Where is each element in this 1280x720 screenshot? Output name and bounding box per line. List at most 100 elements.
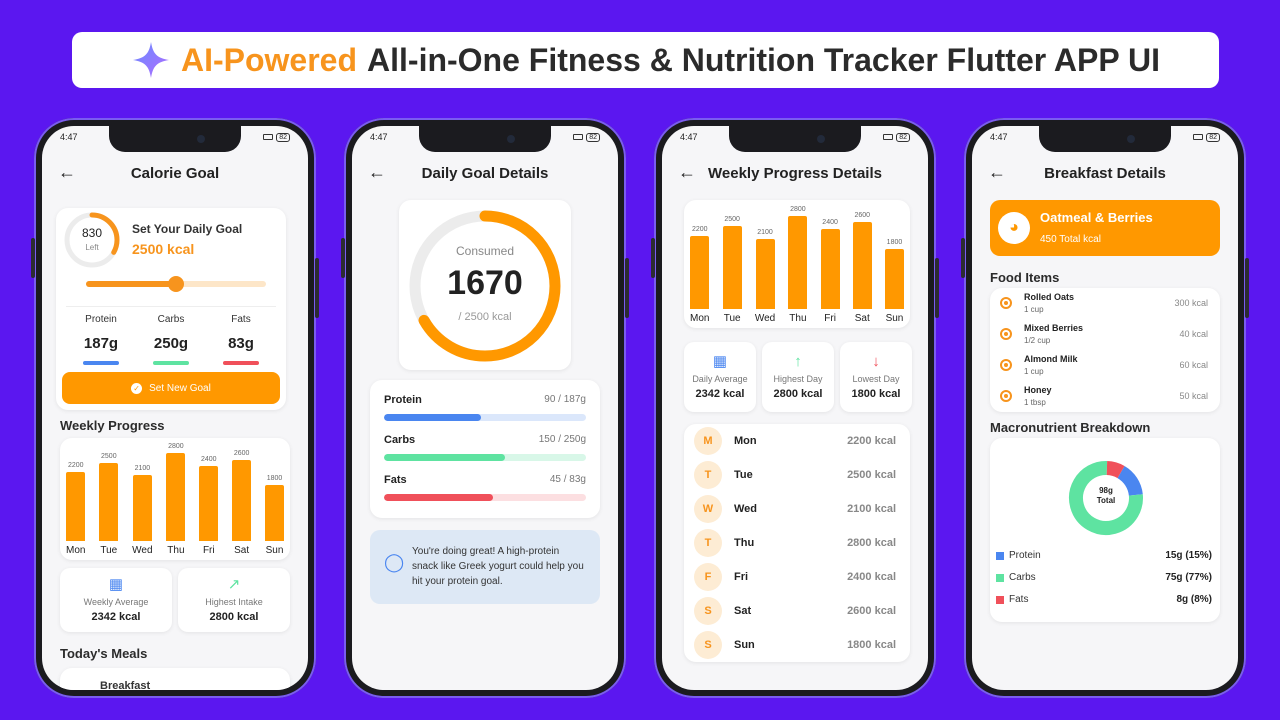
meal-name: Breakfast [100,680,151,690]
bar-column-tue: 2500 Tue [722,204,742,324]
tip-card: ◯ You're doing great! A high-protein sna… [370,530,600,604]
food-item-row[interactable]: Almond Milk 1 cup 60 kcal [1000,350,1208,380]
macro-progress-header: Protein 90 / 187g [384,394,586,406]
legend-row-carbs: Carbs 75g (77%) [996,572,1212,583]
day-kcal: 2400 kcal [847,571,896,583]
donut-segment-fats [1069,461,1143,535]
status-time: 4:47 [680,132,698,142]
legend-row-fats: Fats 8g (8%) [996,594,1212,605]
phone-daily-goal-details: 4:47 82 ← Daily Goal Details Consumed 16… [341,118,629,698]
day-initial-badge: S [694,631,722,659]
bar [66,472,86,541]
banner-highlight: AI-Powered [180,41,358,78]
day-row-wed[interactable]: W Wed 2100 kcal [694,494,896,524]
page-title: Breakfast Details [1044,164,1166,182]
phone-calorie-goal: 4:47 82 ← Calorie Goal 830 Left Set Your… [31,118,319,698]
calories-left-ring [64,212,120,268]
day-row-sun[interactable]: S Sun 1800 kcal [694,630,896,660]
consumed-label: Consumed [455,244,515,258]
stat-card-2: ↓ Lowest Day 1800 kcal [840,342,912,412]
donut-label: Total [1096,496,1116,505]
bar [166,453,186,541]
bar-value-label: 2100 [757,229,773,236]
macro-color-bar [223,361,259,365]
legend-name: Fats [1009,594,1029,605]
macro-color-bar [153,361,189,365]
page-title: Weekly Progress Details [708,164,882,182]
bar [722,225,742,309]
consumed-progress-ring [409,210,561,362]
day-kcal: 1800 kcal [847,639,896,651]
bar-value-label: 2600 [854,212,871,220]
meal-total: 450 Total kcal [1040,234,1101,245]
macro-value: 83g [228,335,254,352]
meal-header-card: ◕ Oatmeal & Berries 450 Total kcal [990,200,1220,256]
bar-column-sat: 2600 Sat [232,442,252,556]
goal-heading: Set Your Daily Goal [132,222,243,236]
day-kcal: 2800 kcal [847,537,896,549]
goal-slider[interactable] [86,276,266,292]
bar-value-label: 2100 [134,465,151,473]
day-row-thu[interactable]: T Thu 2800 kcal [694,528,896,558]
stat-value: 2342 kcal [695,388,745,400]
bar-day-label: Sun [885,313,904,324]
bar-day-label: Sun [265,545,284,556]
highest-intake-card: ↗ Highest Intake 2800 kcal [178,568,290,632]
bar-column-sat: 2600 Sat [852,204,872,324]
macro-fats: Fats 83g [211,314,271,365]
macro-name: Fats [384,474,407,486]
back-arrow-icon[interactable]: ← [58,162,76,182]
daily-calorie-list: M Mon 2200 kcal T Tue 2500 kcal W Wed 2100 kcal T… [684,424,910,662]
back-arrow-icon[interactable]: ← [678,162,696,182]
trending-up-icon: ↗ [227,576,241,593]
meal-card-breakfast[interactable]: Breakfast [60,668,290,690]
day-name: Sun [734,639,755,651]
day-row-mon[interactable]: M Mon 2200 kcal [694,426,896,456]
bar-day-label: Tue [100,545,118,556]
macro-amount: 90 / 187g [544,394,586,405]
bar-value-label: 2800 [168,443,184,451]
bar-day-label: Mon [66,545,86,556]
stat-card-1: ↑ Highest Day 2800 kcal [762,342,834,412]
set-new-goal-button[interactable]: ✓ Set New Goal [62,372,280,404]
status-time: 4:47 [370,132,388,142]
consumed-value: 1670 [447,264,523,302]
macro-progress-fill [384,494,494,501]
food-quantity: 1/2 cup [1024,336,1051,345]
legend-name: Protein [1009,550,1041,561]
day-row-sat[interactable]: S Sat 2600 kcal [694,596,896,626]
bar-value-label: 2400 [200,455,217,463]
bar [852,222,872,309]
macro-amount: 45 / 83g [549,474,586,485]
bar-value-label: 2200 [67,462,84,470]
day-row-fri[interactable]: F Fri 2400 kcal [694,562,896,592]
screen-daily-goal-details: 4:47 82 ← Daily Goal Details Consumed 16… [352,126,618,690]
slider-thumb[interactable] [168,276,184,292]
goal-value: 2500 kcal [132,241,195,257]
stat-value: 2800 kcal [773,388,823,400]
ring-label: Left [85,243,99,252]
food-item-row[interactable]: Rolled Oats 1 cup 300 kcal [1000,288,1208,318]
food-item-row[interactable]: Honey 1 tbsp 50 kcal [1000,381,1208,411]
legend-value: 75g (77%) [1165,572,1212,583]
macro-progress-track [384,414,586,421]
legend-swatch [996,573,1004,582]
day-row-tue[interactable]: T Tue 2500 kcal [694,460,896,490]
bar [884,249,904,309]
day-initial-badge: T [694,529,722,557]
status-time: 4:47 [60,132,78,142]
macro-name: Carbs [157,314,185,325]
bar-column-fri: 2400 Fri [199,442,219,556]
day-name: Wed [734,503,758,515]
todays-meals-heading: Today's Meals [60,646,148,661]
radio-dot-icon [1000,328,1012,340]
macro-name: Fats [231,314,251,325]
back-arrow-icon[interactable]: ← [368,162,386,182]
lightbulb-icon: ◯ [384,552,405,572]
battery-icon: 82 [586,132,600,142]
back-arrow-icon[interactable]: ← [988,162,1006,182]
food-quantity: 1 cup [1024,367,1044,376]
legend-value: 8g (8%) [1176,594,1212,605]
food-item-row[interactable]: Mixed Berries 1/2 cup 40 kcal [1000,319,1208,349]
stat-value: 2342 kcal [91,611,141,623]
